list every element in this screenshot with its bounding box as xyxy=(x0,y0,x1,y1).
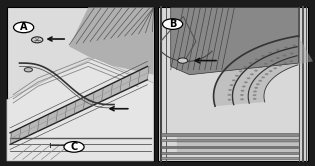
Circle shape xyxy=(163,19,183,29)
Circle shape xyxy=(24,68,32,72)
Polygon shape xyxy=(10,66,147,144)
Circle shape xyxy=(235,75,239,77)
Circle shape xyxy=(253,94,256,96)
Circle shape xyxy=(64,142,84,152)
Bar xyxy=(161,139,298,141)
Circle shape xyxy=(290,52,294,54)
Circle shape xyxy=(241,90,244,92)
Circle shape xyxy=(178,58,188,63)
Circle shape xyxy=(250,73,254,75)
Circle shape xyxy=(256,83,260,85)
Polygon shape xyxy=(69,7,154,75)
Circle shape xyxy=(244,81,248,83)
Circle shape xyxy=(242,85,246,87)
Circle shape xyxy=(249,62,253,64)
Circle shape xyxy=(289,60,293,62)
Circle shape xyxy=(259,66,262,68)
Circle shape xyxy=(253,90,257,92)
Circle shape xyxy=(239,70,243,72)
Circle shape xyxy=(258,80,262,82)
Circle shape xyxy=(273,67,277,69)
Circle shape xyxy=(276,57,280,59)
Circle shape xyxy=(270,60,273,62)
Circle shape xyxy=(261,55,265,57)
Circle shape xyxy=(240,98,244,100)
Bar xyxy=(161,133,298,136)
Circle shape xyxy=(268,52,272,54)
Circle shape xyxy=(284,46,288,48)
Bar xyxy=(158,7,308,161)
Circle shape xyxy=(264,63,268,65)
Text: B: B xyxy=(169,19,176,29)
Circle shape xyxy=(227,94,231,96)
Bar xyxy=(161,146,298,148)
Polygon shape xyxy=(171,7,299,75)
Circle shape xyxy=(254,87,258,89)
Circle shape xyxy=(230,84,233,86)
Polygon shape xyxy=(7,58,154,161)
Circle shape xyxy=(265,73,268,75)
Text: C: C xyxy=(70,142,78,152)
Circle shape xyxy=(255,58,258,60)
Bar xyxy=(161,152,298,154)
Text: A: A xyxy=(20,22,27,32)
Circle shape xyxy=(232,79,236,81)
Circle shape xyxy=(284,62,287,64)
Circle shape xyxy=(269,70,272,72)
Circle shape xyxy=(228,99,232,101)
Circle shape xyxy=(240,94,244,96)
Circle shape xyxy=(292,44,296,46)
Circle shape xyxy=(253,98,256,100)
Circle shape xyxy=(14,22,34,33)
Circle shape xyxy=(283,55,286,57)
Circle shape xyxy=(278,65,282,67)
Circle shape xyxy=(247,77,250,79)
Circle shape xyxy=(254,70,258,72)
Circle shape xyxy=(276,49,280,51)
Circle shape xyxy=(228,89,232,91)
Circle shape xyxy=(32,37,43,43)
Polygon shape xyxy=(214,36,313,106)
Circle shape xyxy=(243,66,247,68)
Circle shape xyxy=(261,76,265,78)
Bar xyxy=(161,157,298,159)
Bar xyxy=(7,7,154,161)
